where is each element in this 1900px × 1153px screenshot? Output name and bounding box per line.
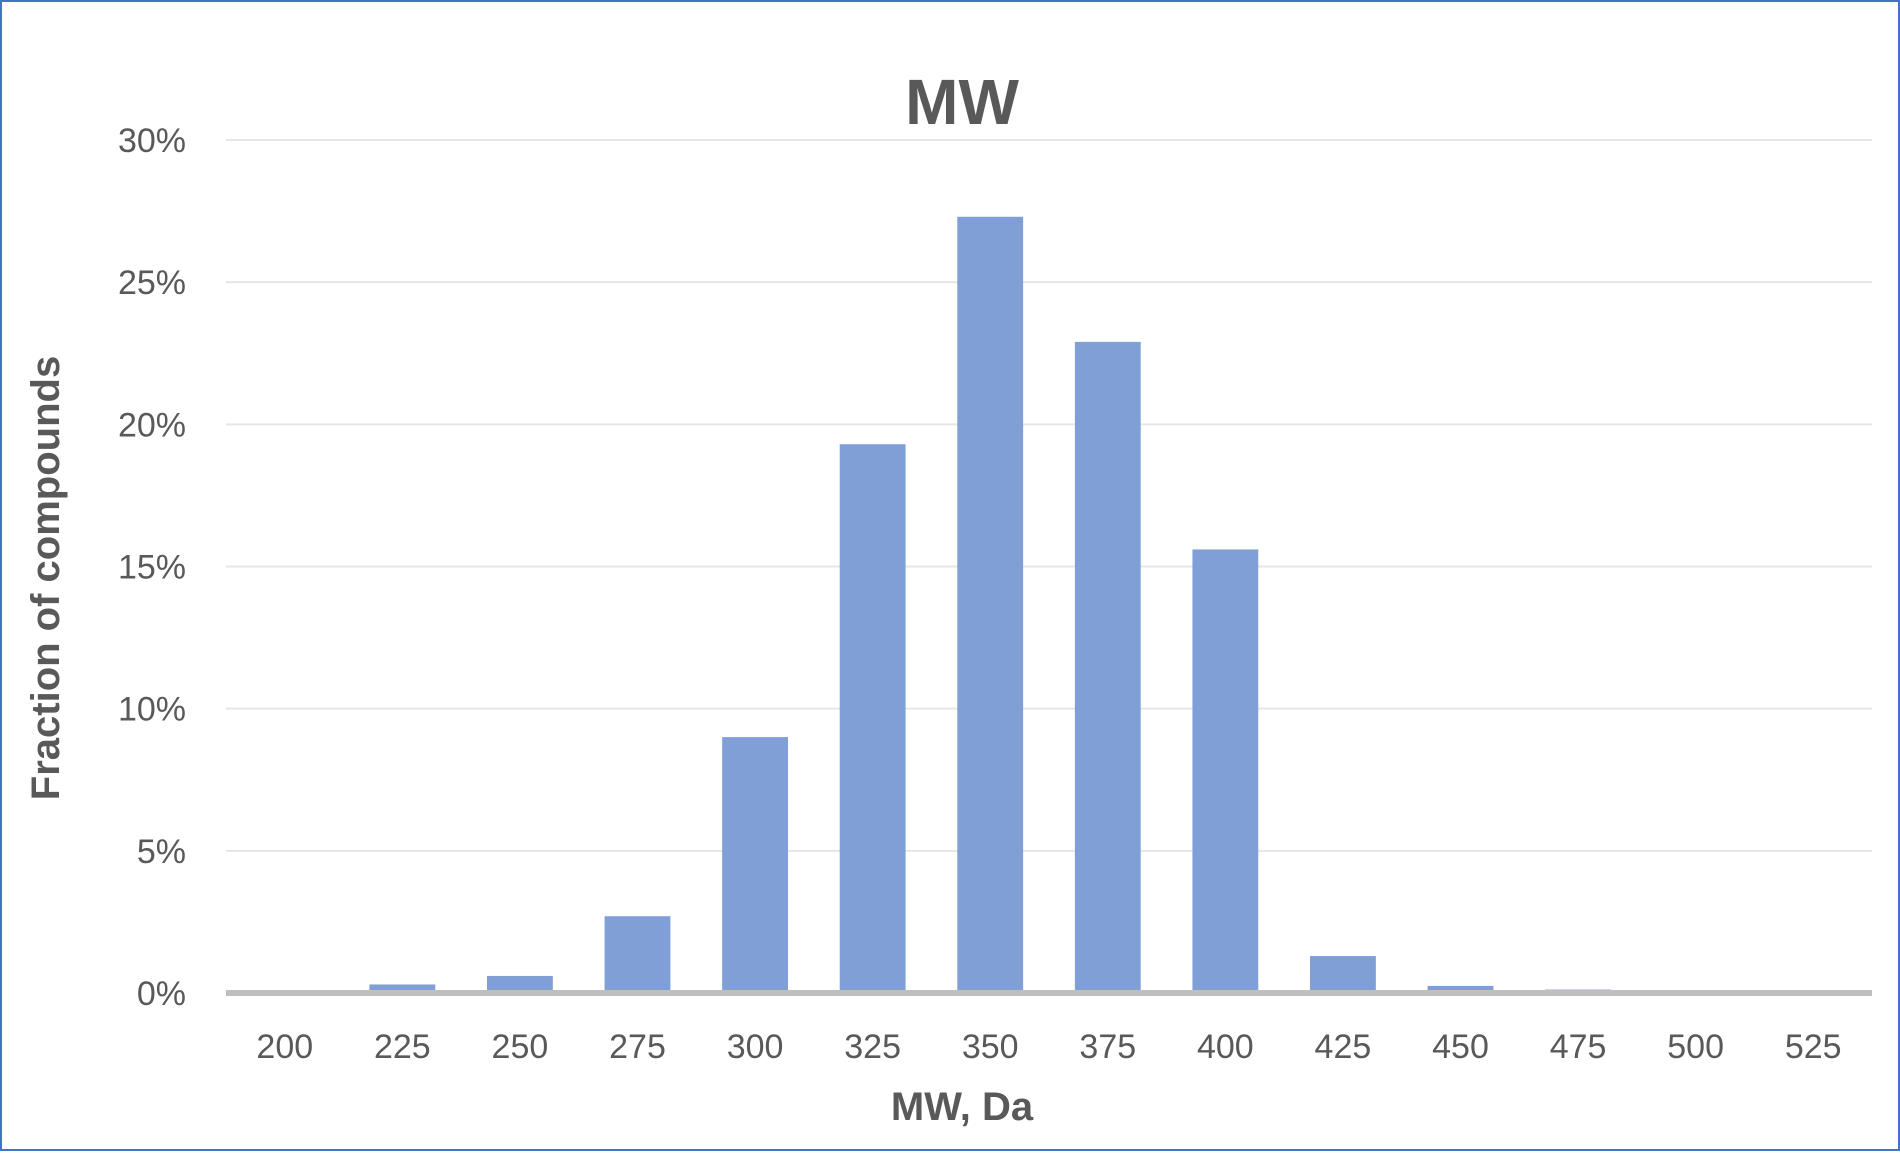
x-tick-label: 500 xyxy=(1667,1028,1724,1066)
bar-225 xyxy=(369,984,436,993)
x-tick-label: 325 xyxy=(844,1028,901,1066)
y-tick-label: 0% xyxy=(137,975,186,1013)
x-tick-label: 350 xyxy=(962,1028,1019,1066)
bar-425 xyxy=(1310,956,1376,993)
bars xyxy=(369,216,1611,993)
x-tick-label: 200 xyxy=(256,1028,313,1066)
bar-275 xyxy=(604,916,671,993)
y-tick-label: 20% xyxy=(118,406,186,444)
x-tick-label: 275 xyxy=(609,1028,666,1066)
bar-400 xyxy=(1192,549,1259,993)
x-tick-label: 300 xyxy=(727,1028,784,1066)
x-tick-label: 475 xyxy=(1550,1028,1607,1066)
y-tick-label: 25% xyxy=(118,264,186,302)
bar-250 xyxy=(487,975,553,993)
x-tick-label: 375 xyxy=(1079,1028,1136,1066)
x-tick-label: 525 xyxy=(1785,1028,1842,1066)
y-tick-label: 15% xyxy=(118,549,186,587)
chart-title: MW xyxy=(905,66,1019,138)
y-tick-label: 10% xyxy=(118,691,186,729)
x-tick-label: 450 xyxy=(1432,1028,1489,1066)
gridlines xyxy=(226,139,1872,852)
x-tick-label: 400 xyxy=(1197,1028,1254,1066)
bar-350 xyxy=(957,216,1024,993)
y-tick-label: 5% xyxy=(137,833,186,871)
bar-450 xyxy=(1427,985,1494,993)
x-tick-labels: 200 225 250 275 300 325 350 375 400 425 450 475 500 5… xyxy=(256,1028,1841,1066)
bar-300 xyxy=(722,737,788,993)
x-tick-label: 250 xyxy=(492,1028,549,1066)
x-tick-label: 425 xyxy=(1315,1028,1372,1066)
bar-325 xyxy=(839,444,906,993)
y-tick-label: 30% xyxy=(118,122,186,160)
x-tick-label: 225 xyxy=(374,1028,431,1066)
x-axis-title: MW, Da xyxy=(891,1085,1034,1129)
y-tick-labels: 0% 5% 10% 15% 20% 25% 30% xyxy=(118,122,186,1013)
bar-375 xyxy=(1074,341,1141,993)
y-axis-title: Fraction of compounds xyxy=(24,356,68,800)
